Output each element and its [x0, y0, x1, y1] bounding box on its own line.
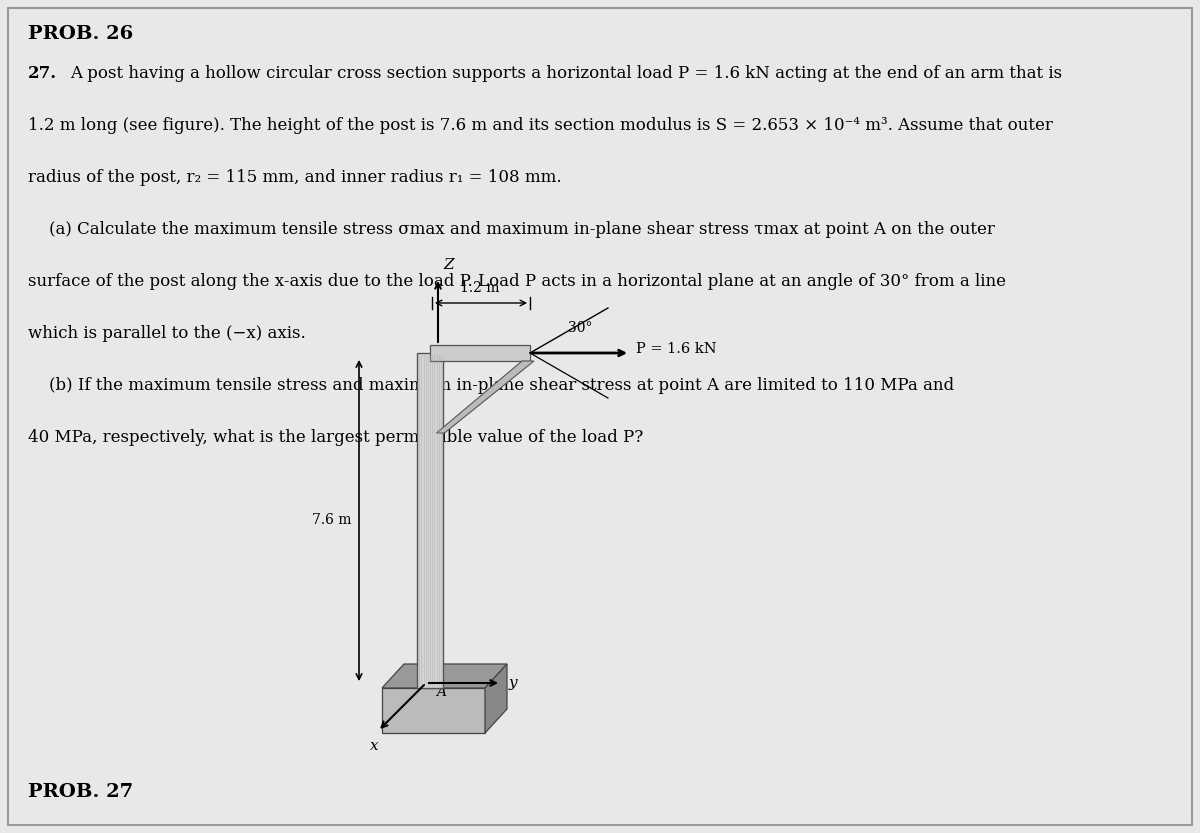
- Text: A: A: [436, 685, 446, 699]
- Polygon shape: [437, 361, 534, 433]
- Polygon shape: [430, 345, 530, 361]
- Text: PROB. 26: PROB. 26: [28, 25, 133, 43]
- Polygon shape: [418, 353, 443, 688]
- Text: 1.2 m long (see figure). The height of the post is 7.6 m and its section modulus: 1.2 m long (see figure). The height of t…: [28, 117, 1052, 134]
- Text: P = 1.6 kN: P = 1.6 kN: [636, 342, 716, 356]
- Text: 27.: 27.: [28, 65, 58, 82]
- Text: 1.2 m: 1.2 m: [461, 281, 499, 295]
- Text: x: x: [370, 739, 378, 753]
- Text: 7.6 m: 7.6 m: [312, 513, 352, 527]
- Text: A post having a hollow circular cross section supports a horizontal load P = 1.6: A post having a hollow circular cross se…: [70, 65, 1062, 82]
- Text: 30°: 30°: [568, 321, 593, 335]
- Text: (a) Calculate the maximum tensile stress σmax and maximum in-plane shear stress : (a) Calculate the maximum tensile stress…: [28, 221, 995, 238]
- Text: which is parallel to the (−x) axis.: which is parallel to the (−x) axis.: [28, 325, 306, 342]
- Polygon shape: [382, 664, 508, 688]
- Text: Z: Z: [443, 258, 454, 272]
- Text: PROB. 27: PROB. 27: [28, 783, 133, 801]
- Text: (b) If the maximum tensile stress and maximum in-plane shear stress at point A a: (b) If the maximum tensile stress and ma…: [28, 377, 954, 394]
- Polygon shape: [382, 688, 485, 733]
- Polygon shape: [485, 664, 508, 733]
- Text: radius of the post, r₂ = 115 mm, and inner radius r₁ = 108 mm.: radius of the post, r₂ = 115 mm, and inn…: [28, 169, 562, 186]
- Text: 40 MPa, respectively, what is the largest permissible value of the load P?: 40 MPa, respectively, what is the larges…: [28, 429, 643, 446]
- Text: surface of the post along the x-axis due to the load P. Load P acts in a horizon: surface of the post along the x-axis due…: [28, 273, 1006, 290]
- Text: y: y: [509, 676, 517, 690]
